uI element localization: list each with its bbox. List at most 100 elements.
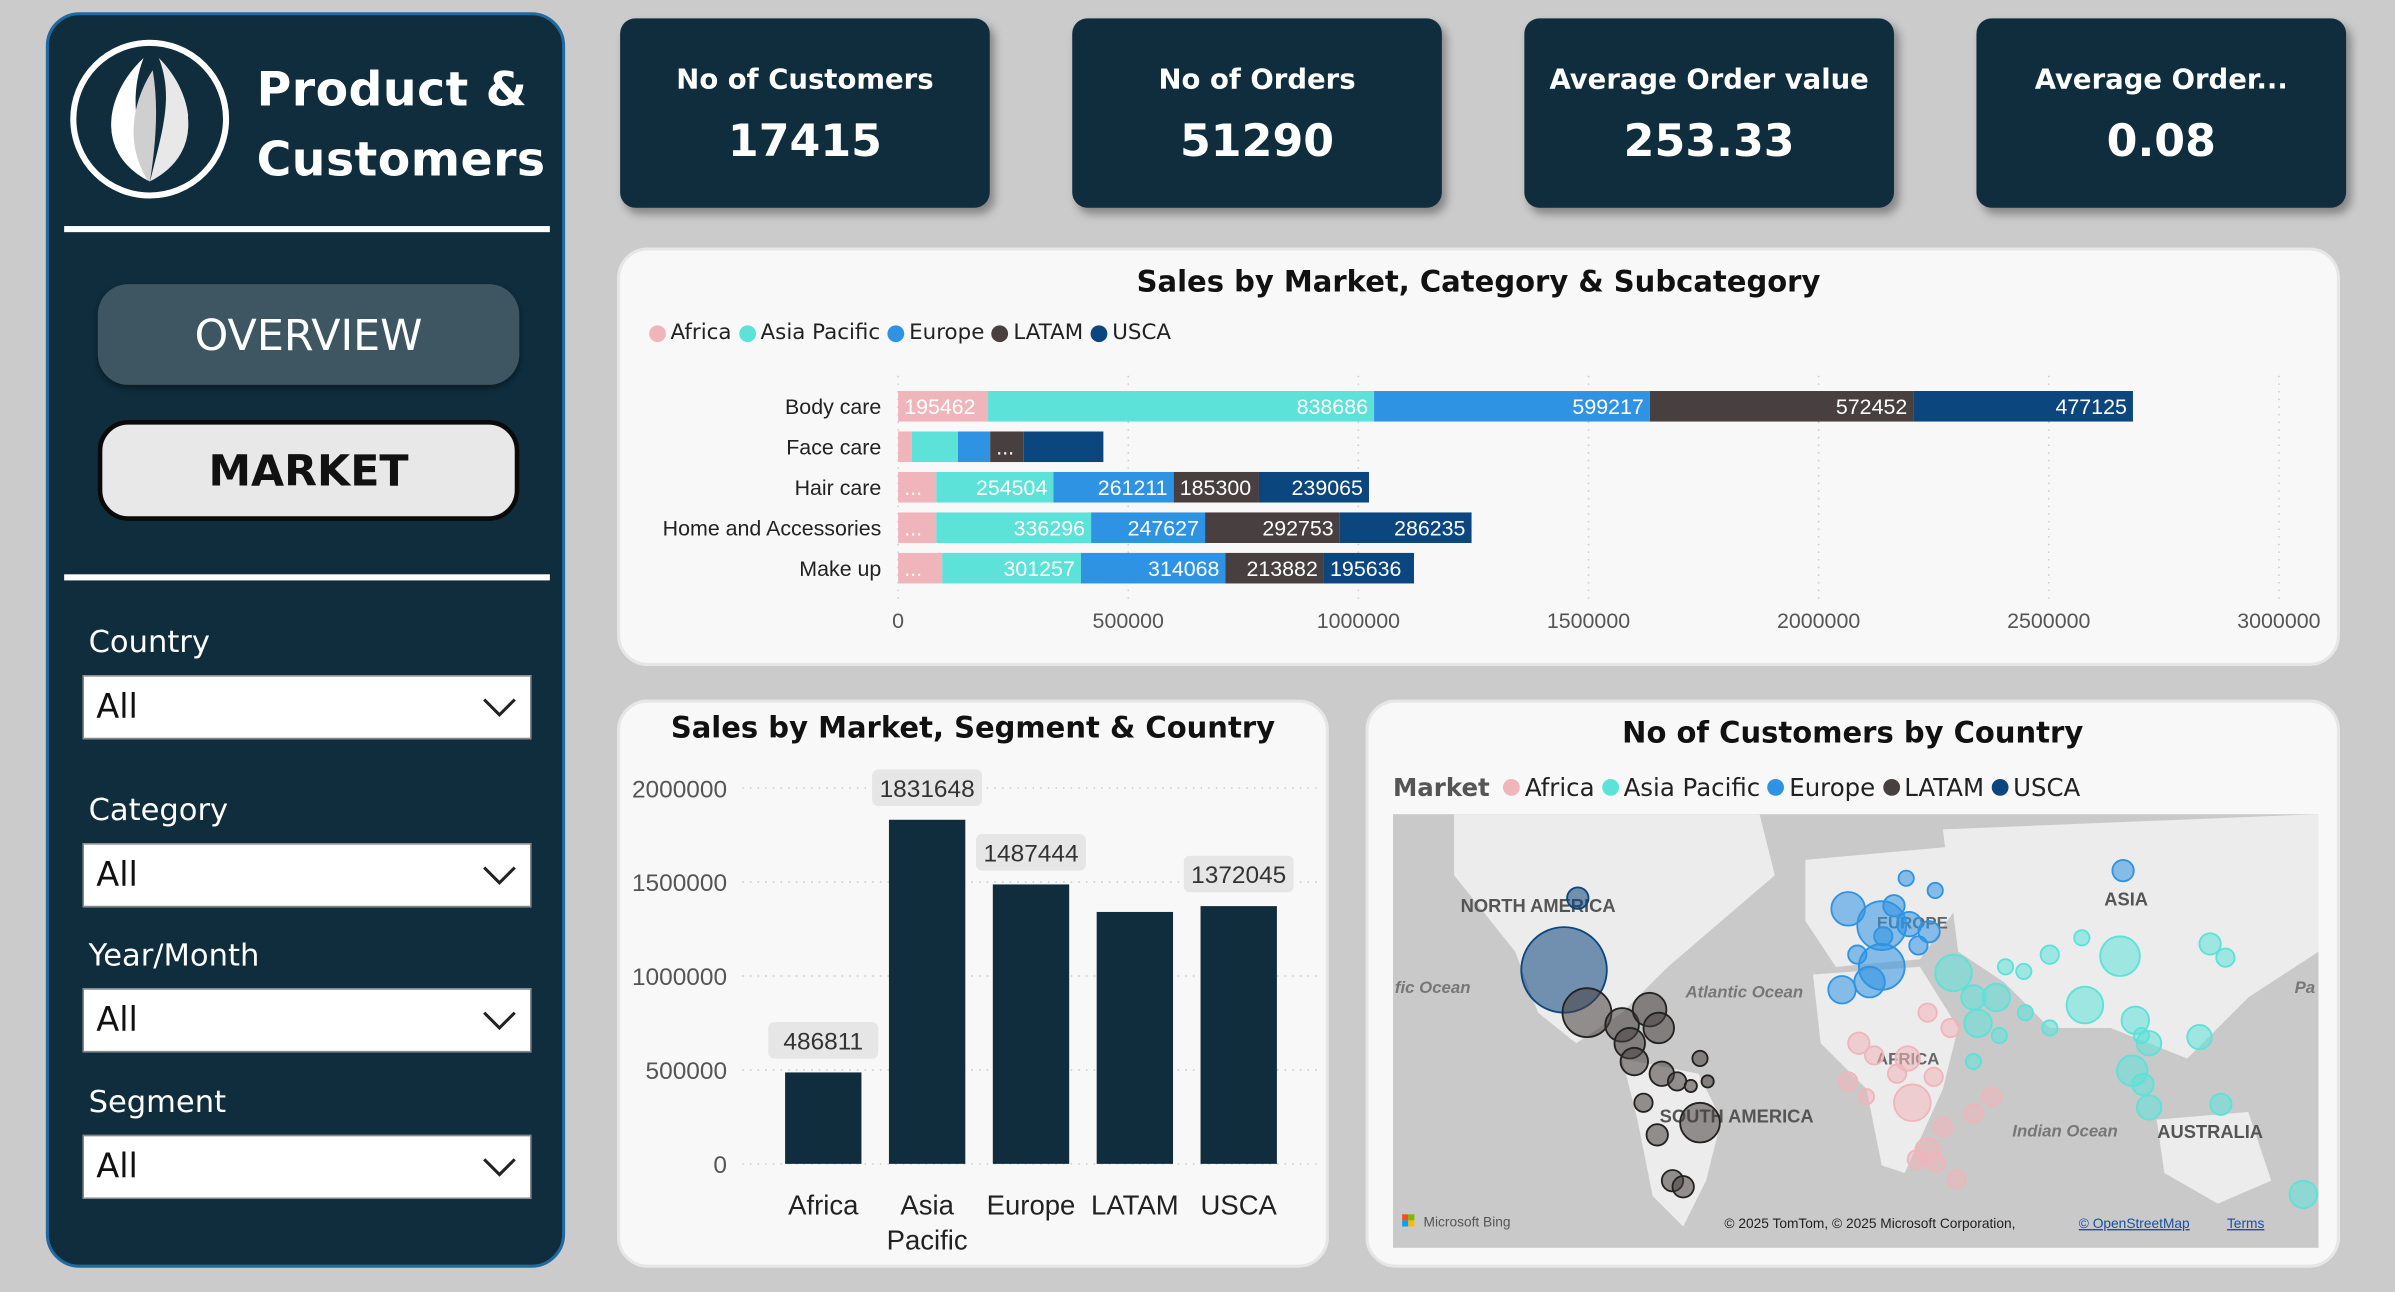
legend-item[interactable]: Asia Pacific <box>760 320 881 346</box>
bar-asia-pacific[interactable] <box>888 819 966 1164</box>
bar-segment-africa[interactable] <box>898 471 937 503</box>
country-bubble-latam[interactable] <box>1633 1092 1654 1113</box>
country-bubble-asia-pacific[interactable] <box>2041 1019 2059 1037</box>
country-bubble-latam[interactable] <box>1700 1074 1715 1089</box>
country-bubble-asia-pacific[interactable] <box>2073 929 2091 947</box>
country-bubble-africa[interactable] <box>1946 1169 1967 1190</box>
country-bubble-asia-pacific[interactable] <box>1964 1052 1982 1071</box>
bar-segment-asia-pacific[interactable] <box>936 512 1092 543</box>
country-bubble-asia-pacific[interactable] <box>2015 962 2033 980</box>
bar-usca[interactable] <box>1200 906 1277 1164</box>
bar-segment-africa[interactable] <box>898 512 937 543</box>
country-bubble-asia-pacific[interactable] <box>2198 932 2222 956</box>
bar-africa[interactable] <box>785 1072 862 1164</box>
country-bubble-asia-pacific[interactable] <box>1996 958 2015 976</box>
legend-item[interactable]: LATAM <box>1013 320 1084 346</box>
bar-segment-europe[interactable] <box>1053 471 1174 503</box>
segment-filter-dropdown[interactable]: All <box>82 1134 532 1200</box>
country-bubble-europe[interactable] <box>1897 869 1915 887</box>
bar-segment-usca[interactable] <box>1323 552 1414 584</box>
bar-segment-latam[interactable] <box>1225 552 1324 584</box>
country-bubble-africa[interactable] <box>1838 1071 1859 1092</box>
country-bubble-usca[interactable] <box>1566 886 1590 910</box>
country-bubble-africa[interactable] <box>1893 1083 1932 1123</box>
country-bubble-africa[interactable] <box>1864 1045 1885 1066</box>
country-bubble-europe[interactable] <box>2111 859 2135 883</box>
terms-link[interactable]: Terms <box>2227 1216 2265 1231</box>
bar-segment-latam[interactable] <box>1649 391 1914 422</box>
country-bubble-africa[interactable] <box>1906 1149 1927 1170</box>
bar-segment-asia-pacific[interactable] <box>942 552 1081 584</box>
country-filter-dropdown[interactable]: All <box>82 675 532 740</box>
country-bubble-latam[interactable] <box>1619 1046 1649 1077</box>
country-bubble-asia-pacific[interactable] <box>2065 985 2105 1025</box>
country-bubble-latam[interactable] <box>1561 987 1613 1039</box>
country-bubble-africa[interactable] <box>1940 1017 1961 1039</box>
legend-item[interactable]: Asia Pacific <box>1623 772 1761 802</box>
bar-segment-latam[interactable] <box>1173 471 1259 503</box>
country-bubble-asia-pacific[interactable] <box>2131 1072 2155 1097</box>
country-bubble-europe[interactable] <box>1926 881 1944 900</box>
country-bubble-africa[interactable] <box>1894 1045 1921 1072</box>
country-bubble-latam[interactable] <box>1691 1049 1709 1068</box>
legend-item[interactable]: Europe <box>1789 772 1876 802</box>
bar-segment-latam[interactable] <box>1205 512 1340 543</box>
legend-item[interactable]: USCA <box>2013 772 2081 802</box>
country-bubble-africa[interactable] <box>1886 1063 1908 1084</box>
bar-segment-usca[interactable] <box>1339 512 1472 543</box>
country-bubble-latam[interactable] <box>1645 1123 1669 1147</box>
country-bubble-asia-pacific[interactable] <box>2135 1094 2163 1121</box>
country-bubble-asia-pacific[interactable] <box>2186 1023 2213 1051</box>
legend-item[interactable]: Africa <box>670 320 732 346</box>
bar-latam[interactable] <box>1096 911 1174 1164</box>
country-bubble-africa[interactable] <box>1981 1086 2002 1107</box>
bar-segment-usca[interactable] <box>1913 391 2133 422</box>
bar-segment-usca[interactable] <box>1258 471 1369 503</box>
bar-europe[interactable] <box>992 884 1070 1164</box>
bar-segment-europe[interactable] <box>1374 391 1650 422</box>
country-bubble-europe[interactable] <box>1827 975 1857 1005</box>
bar-segment-asia-pacific[interactable] <box>911 431 958 463</box>
country-bubble-asia-pacific[interactable] <box>2288 1179 2318 1210</box>
bar-segment-usca[interactable] <box>1023 431 1104 463</box>
yearmonth-filter-dropdown[interactable]: All <box>82 988 532 1053</box>
country-bubble-europe[interactable] <box>1917 920 1941 944</box>
overview-nav-button[interactable]: OVERVIEW <box>97 284 520 385</box>
country-bubble-latam[interactable] <box>1671 1175 1695 1199</box>
legend-item[interactable]: Europe <box>909 320 985 346</box>
bar-segment-asia-pacific[interactable] <box>988 391 1375 422</box>
bar-segment-africa[interactable] <box>898 552 943 584</box>
bar-segment-europe[interactable] <box>1080 552 1226 584</box>
country-bubble-latam[interactable] <box>1667 1071 1688 1092</box>
openstreetmap-link[interactable]: © OpenStreetMap <box>2079 1216 2190 1231</box>
country-bubble-asia-pacific[interactable] <box>2039 944 2060 965</box>
country-bubble-africa[interactable] <box>1925 1152 1946 1173</box>
country-bubble-africa[interactable] <box>1932 1117 1953 1138</box>
country-bubble-africa[interactable] <box>1857 1088 1876 1106</box>
bar-segment-latam[interactable] <box>990 431 1024 463</box>
bar-segment-africa[interactable] <box>898 391 989 422</box>
country-bubble-europe[interactable] <box>1853 965 1886 999</box>
country-bubble-asia-pacific[interactable] <box>2099 935 2141 977</box>
bar-segment-europe[interactable] <box>957 431 991 463</box>
country-bubble-africa[interactable] <box>1963 1103 1984 1124</box>
country-bubble-asia-pacific[interactable] <box>1934 953 1973 993</box>
bar-segment-europe[interactable] <box>1091 512 1206 543</box>
legend-item[interactable]: LATAM <box>1904 772 1985 802</box>
market-nav-button[interactable]: MARKET <box>97 420 520 521</box>
country-bubble-asia-pacific[interactable] <box>1990 1027 2008 1045</box>
country-bubble-asia-pacific[interactable] <box>2215 947 2236 968</box>
country-bubble-asia-pacific[interactable] <box>2016 1004 2034 1022</box>
bar-segment-africa[interactable] <box>898 431 912 463</box>
country-bubble-africa[interactable] <box>1917 1002 1938 1023</box>
country-bubble-asia-pacific[interactable] <box>1963 1008 1993 1039</box>
category-filter-dropdown[interactable]: All <box>82 843 532 908</box>
legend-item[interactable]: Africa <box>1524 772 1595 802</box>
country-bubble-latam[interactable] <box>1642 1011 1675 1045</box>
country-bubble-africa[interactable] <box>1923 1066 1944 1087</box>
legend-item[interactable]: USCA <box>1112 320 1172 346</box>
country-bubble-africa[interactable] <box>1847 1031 1871 1055</box>
country-bubble-asia-pacific[interactable] <box>2209 1092 2233 1116</box>
country-bubble-asia-pacific[interactable] <box>1981 982 2011 1013</box>
